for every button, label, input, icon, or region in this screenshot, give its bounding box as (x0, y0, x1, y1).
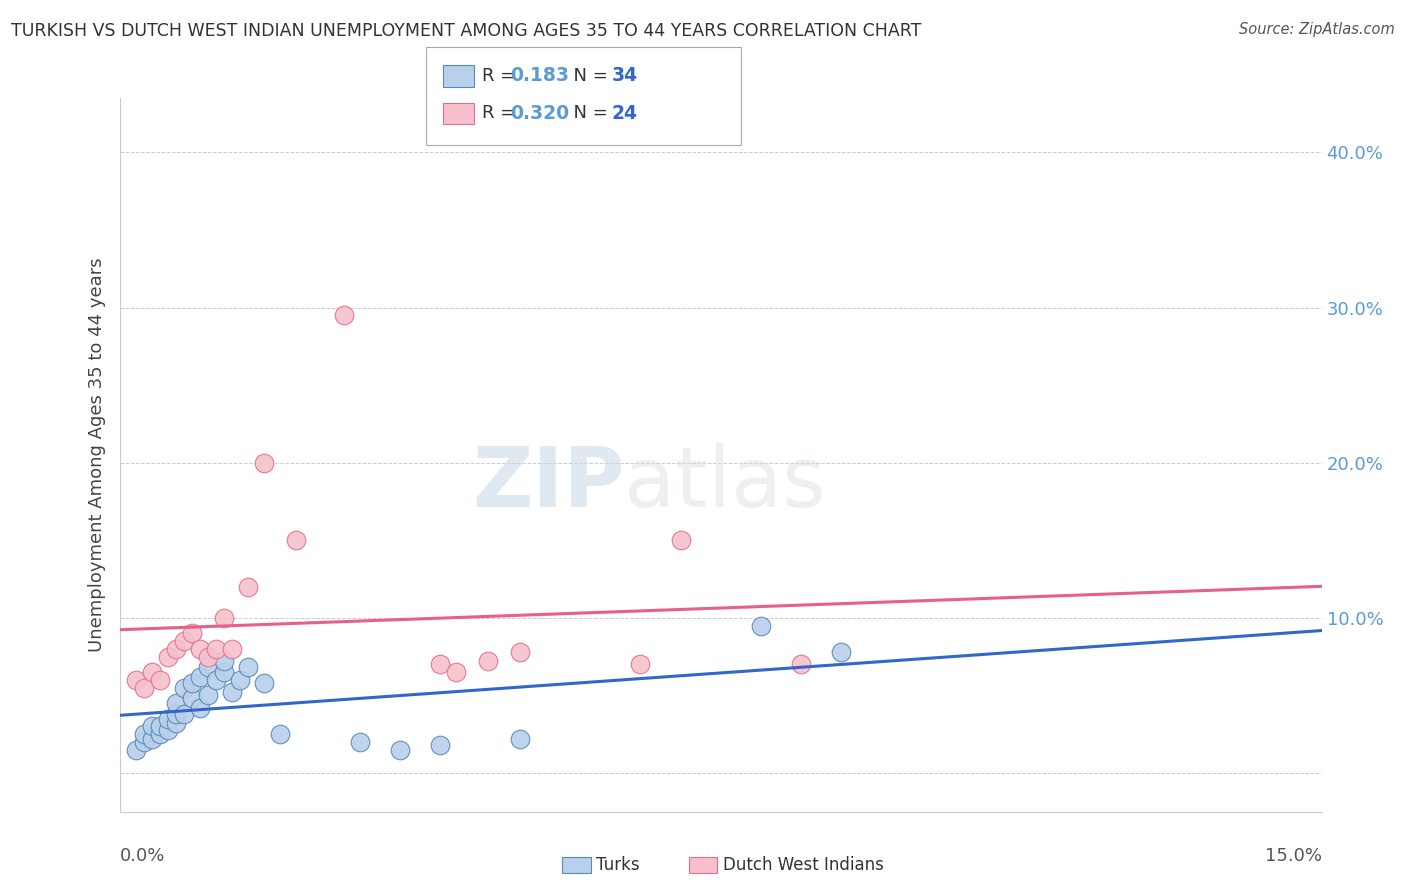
Point (173, 706, 195, 721)
Text: R =: R = (482, 67, 522, 85)
Text: Dutch West Indians: Dutch West Indians (723, 856, 883, 874)
Point (444, 665, 467, 679)
Point (509, 645, 531, 659)
Y-axis label: Unemployment Among Ages 35 to 44 years: Unemployment Among Ages 35 to 44 years (87, 258, 105, 652)
Point (429, 738, 451, 752)
Point (149, 727, 172, 741)
Point (165, 706, 187, 721)
Point (630, 657, 652, 672)
Point (156, 712, 179, 726)
Point (188, 700, 211, 714)
Point (165, 716, 187, 731)
Point (180, 691, 202, 706)
Point (132, 735, 155, 749)
Point (197, 689, 219, 703)
Point (188, 641, 211, 656)
Point (204, 641, 226, 656)
Point (790, 657, 813, 672)
Point (333, 308, 356, 322)
Point (477, 654, 499, 668)
Point (669, 533, 692, 548)
Point (141, 665, 163, 679)
Point (173, 681, 195, 695)
Point (165, 641, 187, 656)
Point (132, 727, 155, 741)
Point (749, 618, 772, 632)
Text: N =: N = (562, 104, 614, 122)
Point (212, 665, 235, 679)
Point (173, 634, 195, 648)
Text: 24: 24 (612, 103, 637, 123)
Text: 0.0%: 0.0% (120, 847, 165, 865)
Point (141, 719, 163, 733)
Text: atlas: atlas (624, 443, 827, 524)
Point (228, 673, 252, 687)
Text: ZIP: ZIP (472, 443, 624, 524)
Text: 15.0%: 15.0% (1264, 847, 1322, 865)
Point (253, 676, 276, 690)
Text: R =: R = (482, 104, 522, 122)
Point (124, 673, 146, 687)
Point (149, 673, 172, 687)
Point (141, 731, 163, 746)
Point (236, 660, 259, 674)
Point (156, 723, 179, 737)
Point (429, 657, 451, 672)
Point (349, 735, 371, 749)
Text: Source: ZipAtlas.com: Source: ZipAtlas.com (1239, 22, 1395, 37)
Point (197, 660, 219, 674)
Point (269, 727, 291, 741)
Text: 0.183: 0.183 (510, 66, 569, 86)
Point (188, 670, 211, 684)
Point (221, 685, 243, 699)
Point (149, 719, 172, 733)
Point (388, 742, 412, 756)
Point (830, 645, 852, 659)
Point (253, 456, 276, 470)
Point (212, 611, 235, 625)
Point (212, 654, 235, 668)
Point (197, 649, 219, 664)
Text: N =: N = (562, 67, 614, 85)
Point (156, 649, 179, 664)
Text: 0.320: 0.320 (510, 103, 569, 123)
Point (165, 696, 187, 710)
Text: 34: 34 (612, 66, 638, 86)
Point (132, 681, 155, 695)
Point (180, 676, 202, 690)
Point (236, 580, 259, 594)
Point (124, 742, 146, 756)
Point (509, 731, 531, 746)
Point (204, 673, 226, 687)
Text: Turks: Turks (596, 856, 640, 874)
Point (284, 533, 307, 548)
Point (221, 641, 243, 656)
Point (180, 626, 202, 640)
Text: TURKISH VS DUTCH WEST INDIAN UNEMPLOYMENT AMONG AGES 35 TO 44 YEARS CORRELATION : TURKISH VS DUTCH WEST INDIAN UNEMPLOYMEN… (11, 22, 921, 40)
